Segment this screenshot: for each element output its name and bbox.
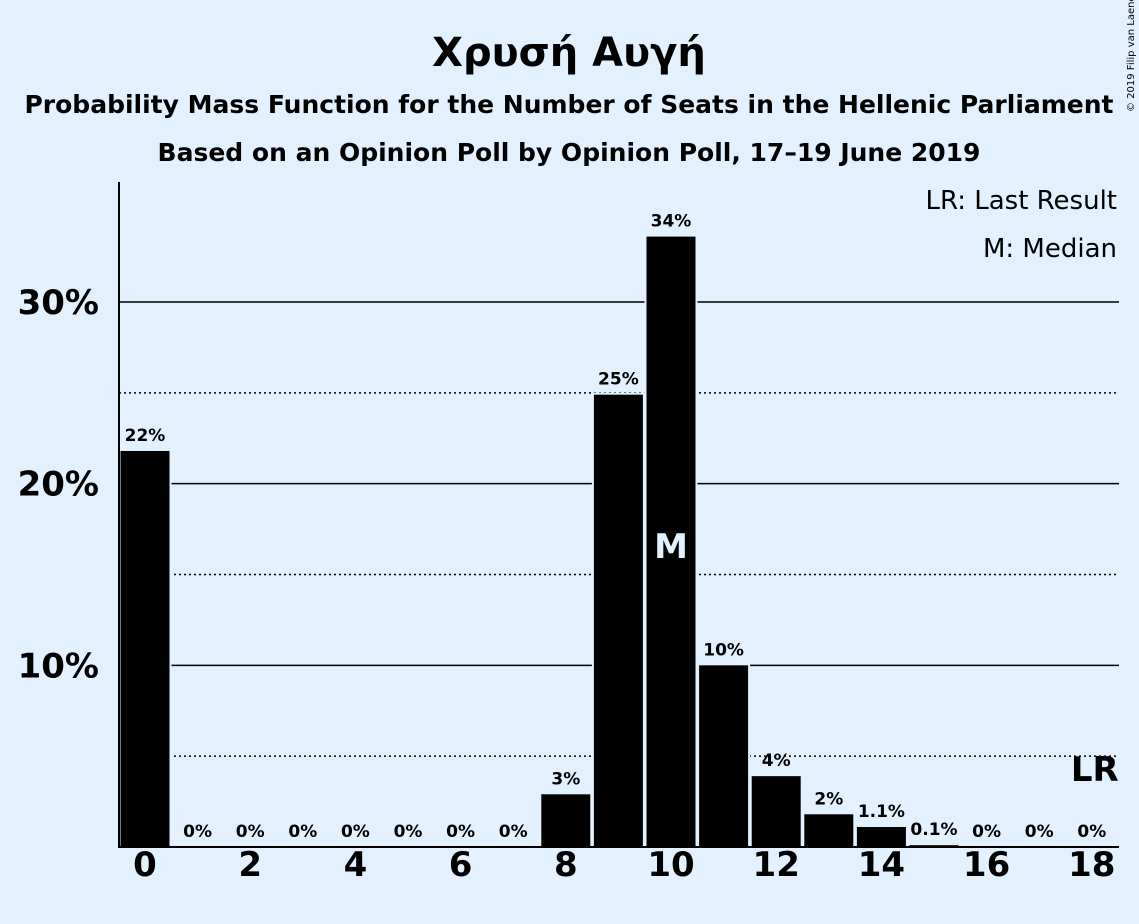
x-tick-label: 16 [963, 845, 1010, 885]
bar-value-label: 0% [236, 822, 265, 842]
x-tick-label: 12 [753, 845, 800, 885]
x-tick-label: 2 [238, 845, 262, 885]
bar [646, 236, 696, 848]
bar-value-label: 0% [183, 822, 212, 842]
chart-title: Χρυσή Αυγή [432, 30, 706, 76]
x-tick-label: 18 [1068, 845, 1115, 885]
bar-value-label: 0% [394, 822, 423, 842]
x-tick-label: 10 [647, 845, 694, 885]
bar [804, 814, 854, 847]
bar-value-label: 0.1% [910, 820, 957, 840]
bar-value-label: 0% [499, 822, 528, 842]
gridlines: 10% 20% 30% [18, 283, 1119, 757]
legend-last-result: LR: Last Result [925, 186, 1117, 216]
bar [699, 665, 749, 847]
bar [541, 794, 591, 847]
value-labels: 22% 0% 0% 0% 0% 0% 0% 0% 3% 25% 34% 10% 4% 2% 1.1%0.1%… [125, 212, 1107, 842]
bar-value-label: 34% [651, 212, 692, 232]
y-tick-label: 10% [18, 646, 99, 686]
copyright-notice: © 2019 Filip van Laenen [1126, 0, 1137, 112]
chart-source: Based on an Opinion Poll by Opinion Poll… [158, 138, 981, 167]
bar-value-label: 0% [1025, 822, 1054, 842]
x-tick-label: 4 [344, 845, 368, 885]
bar-gap [907, 843, 961, 847]
bar-value-label: 10% [703, 640, 744, 660]
x-tick-label: 14 [858, 845, 905, 885]
y-tick-label: 30% [18, 283, 99, 323]
bar-value-label: 2% [814, 789, 843, 809]
bar-value-label: 22% [125, 426, 166, 446]
bar-value-label: 0% [1077, 822, 1106, 842]
y-tick-label: 20% [18, 465, 99, 505]
legend-median: M: Median [983, 234, 1117, 264]
bars [118, 234, 961, 848]
bar-value-label: 0% [288, 822, 317, 842]
chart-subtitle: Probability Mass Function for the Number… [24, 90, 1113, 119]
bar-value-label: 3% [551, 769, 580, 789]
x-tick-label: 8 [554, 845, 578, 885]
bar-value-label: 1.1% [858, 802, 905, 822]
x-tick-label: 6 [449, 845, 473, 885]
markers: M LR [654, 527, 1119, 790]
bar-value-label: 25% [598, 370, 639, 390]
x-tick-label: 0 [133, 845, 157, 885]
median-marker: M [654, 527, 688, 567]
bar-value-label: 0% [446, 822, 475, 842]
bar-value-label: 0% [972, 822, 1001, 842]
bar-value-label: 4% [762, 751, 791, 771]
bar [751, 776, 801, 847]
axes: 0 2 4 6 8 10 12 14 16 18 [118, 182, 1119, 885]
bar [856, 827, 906, 847]
bar [120, 450, 170, 847]
bar-value-label: 0% [341, 822, 370, 842]
last-result-marker: LR [1071, 750, 1119, 790]
bar [593, 394, 643, 847]
